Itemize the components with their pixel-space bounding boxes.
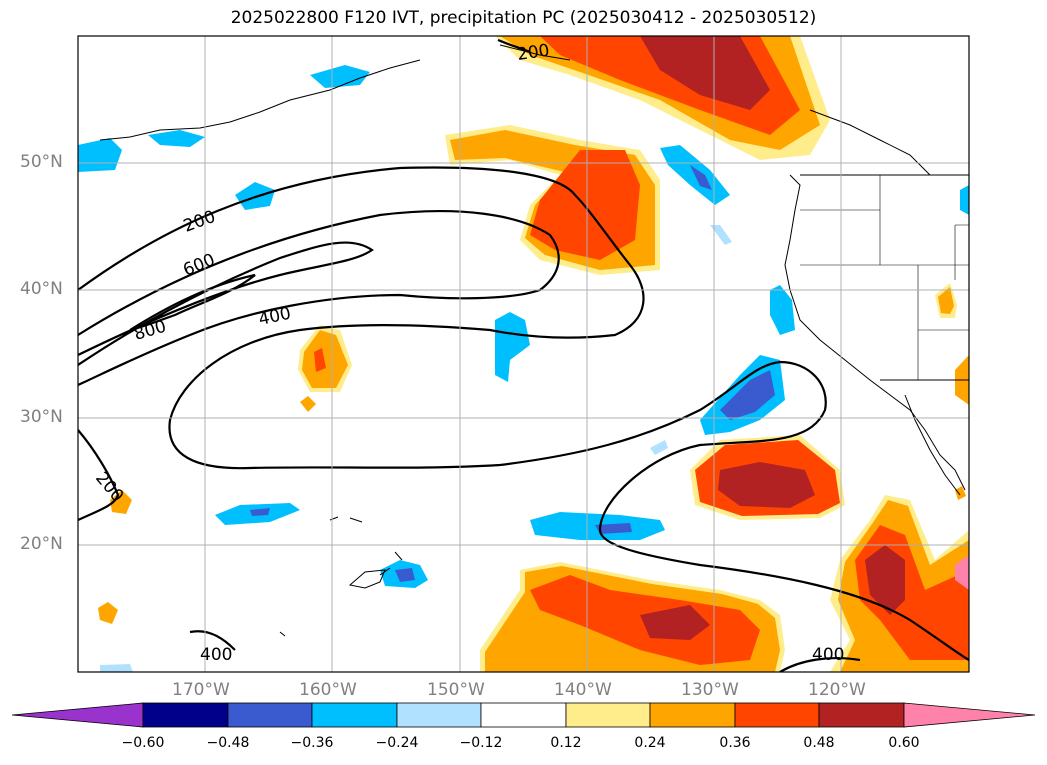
coastlines — [99, 44, 969, 637]
contour-label-600: 600 — [180, 250, 218, 281]
colorbar — [11, 702, 1036, 728]
lon-label-160w: 160°W — [299, 680, 357, 700]
colorbar-tick: 0.36 — [719, 735, 751, 751]
lat-label-40n: 40°N — [20, 279, 63, 299]
colorbar-extend-high — [903, 702, 1036, 728]
graticule — [78, 36, 969, 672]
colorbar-tick: 0.12 — [550, 735, 582, 751]
colorbar-tick: 0.60 — [888, 735, 920, 751]
lon-label-150w: 150°W — [427, 680, 485, 700]
colorbar-tick: −0.48 — [206, 735, 250, 751]
colorbar-tick: −0.60 — [121, 735, 165, 751]
state-borders — [800, 175, 969, 380]
map-plot-area: 200 200 600 400 800 200 400 400 — [78, 36, 969, 672]
lon-label-130w: 130°W — [681, 680, 739, 700]
lat-label-30n: 30°N — [20, 407, 63, 427]
lon-label-140w: 140°W — [554, 680, 612, 700]
lon-label-120w: 120°W — [808, 680, 866, 700]
contour-label-200-west: 200 — [181, 207, 218, 237]
colorbar-tick: −0.24 — [375, 735, 419, 751]
lat-label-20n: 20°N — [20, 534, 63, 554]
lat-label-50n: 50°N — [20, 152, 63, 172]
colorbar-tick: 0.48 — [803, 735, 835, 751]
colorbar-tick: −0.36 — [290, 735, 334, 751]
contour-label-400-south: 400 — [200, 645, 232, 665]
colorbar-tick: −0.12 — [459, 735, 503, 751]
contour-label-800: 800 — [132, 317, 169, 345]
precip-anomaly-fills — [78, 36, 969, 672]
colorbar-tick: 0.24 — [634, 735, 666, 751]
contour-label-200-north: 200 — [516, 41, 551, 65]
colorbar-extend-low — [11, 702, 144, 728]
lon-label-170w: 170°W — [172, 680, 230, 700]
ivt-contours — [78, 38, 969, 672]
map-title: 2025022800 F120 IVT, precipitation PC (2… — [230, 8, 817, 28]
map-frame — [77, 35, 970, 673]
contour-label-400-southeast: 400 — [812, 645, 844, 665]
contour-label-400: 400 — [257, 304, 293, 330]
